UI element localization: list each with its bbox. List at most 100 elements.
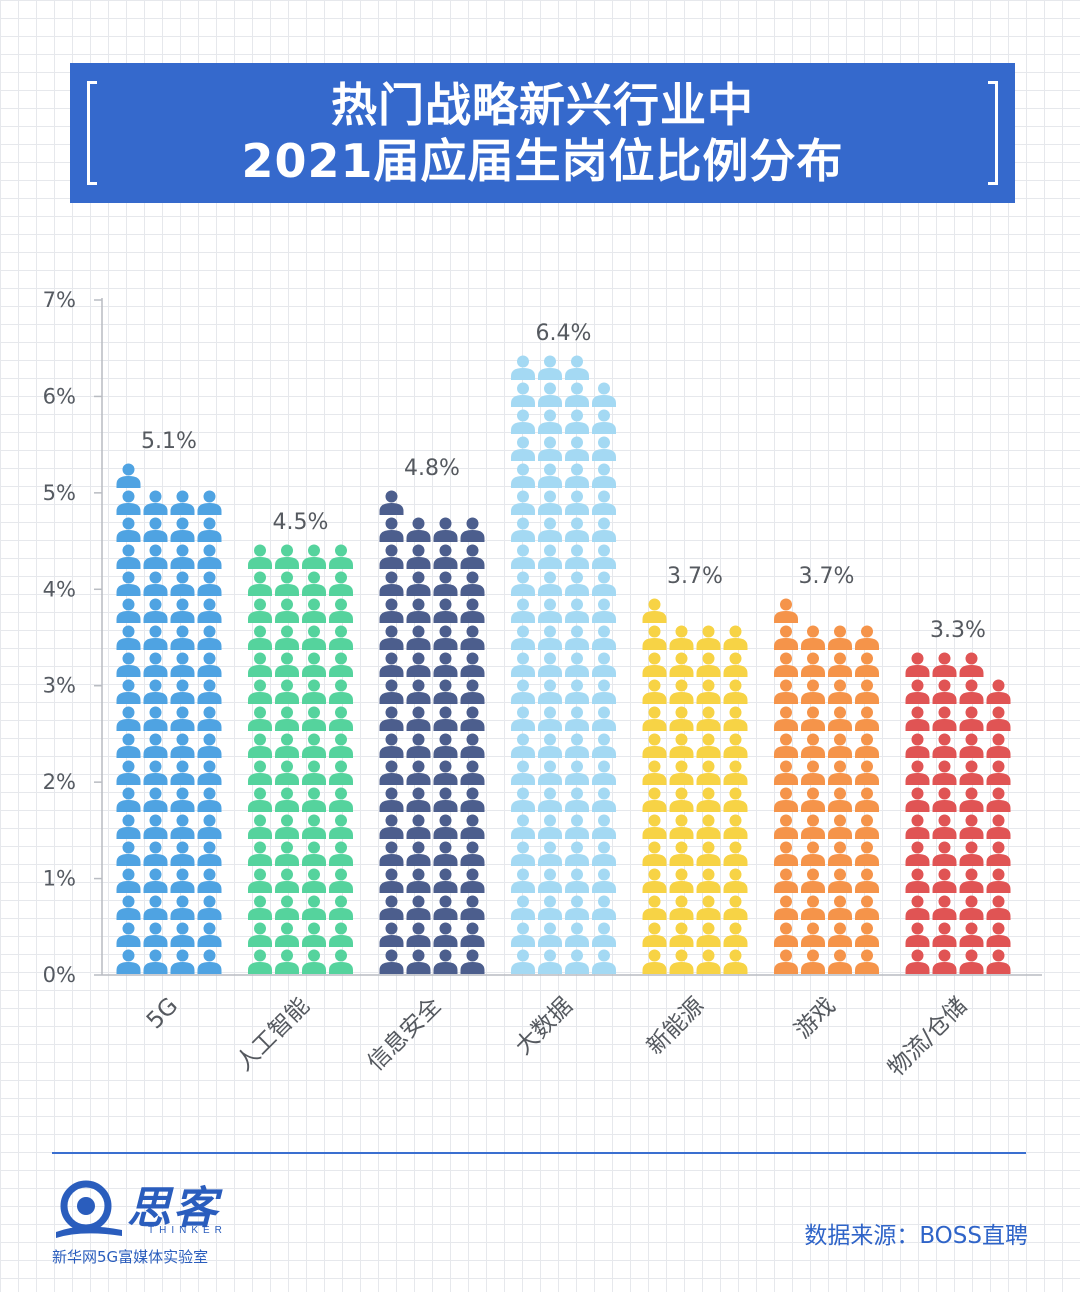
person-icon <box>170 571 195 596</box>
person-icon <box>460 949 485 974</box>
person-icon <box>855 841 879 866</box>
person-icon <box>379 625 404 650</box>
person-icon <box>143 922 168 947</box>
logo-subtitle: 新华网5G富媒体实验室 <box>52 1248 209 1266</box>
person-icon <box>143 733 168 758</box>
person-icon <box>592 409 616 434</box>
person-icon <box>855 760 879 785</box>
person-icon <box>197 868 222 893</box>
person-icon <box>275 679 299 704</box>
person-icon <box>932 760 957 785</box>
person-icon <box>959 868 984 893</box>
person-icon <box>538 598 562 623</box>
person-icon <box>197 625 222 650</box>
person-icon <box>329 652 353 677</box>
person-icon <box>170 517 195 542</box>
person-icon <box>143 652 168 677</box>
person-icon <box>905 652 930 677</box>
bar-人工智能 <box>248 544 353 974</box>
person-icon <box>592 868 616 893</box>
person-icon <box>460 706 485 731</box>
person-icon <box>248 787 272 812</box>
person-icon <box>379 922 404 947</box>
person-icon <box>986 679 1011 704</box>
person-icon <box>329 706 353 731</box>
category-label: 5G <box>142 993 183 1034</box>
person-icon <box>669 922 694 947</box>
person-icon <box>329 733 353 758</box>
person-icon <box>406 949 431 974</box>
person-icon <box>565 949 589 974</box>
person-icon <box>329 895 353 920</box>
person-icon <box>801 949 825 974</box>
person-icon <box>116 841 141 866</box>
person-icon <box>170 949 195 974</box>
person-icon <box>828 814 852 839</box>
person-icon <box>828 706 852 731</box>
person-icon <box>801 895 825 920</box>
person-icon <box>433 868 458 893</box>
person-icon <box>197 841 222 866</box>
person-icon <box>511 409 535 434</box>
person-icon <box>406 706 431 731</box>
person-icon <box>905 787 930 812</box>
person-icon <box>197 949 222 974</box>
person-icon <box>379 841 404 866</box>
person-icon <box>828 787 852 812</box>
person-icon <box>170 922 195 947</box>
bar-新能源 <box>642 598 748 974</box>
person-icon <box>642 949 667 974</box>
person-icon <box>379 733 404 758</box>
person-icon <box>511 787 535 812</box>
bar-游戏 <box>774 598 879 974</box>
person-icon <box>302 868 326 893</box>
person-icon <box>669 949 694 974</box>
person-icon <box>197 571 222 596</box>
person-icon <box>170 787 195 812</box>
person-icon <box>592 679 616 704</box>
person-icon <box>538 841 562 866</box>
person-icon <box>723 625 748 650</box>
person-icon <box>696 949 721 974</box>
person-icon <box>329 544 353 569</box>
person-icon <box>828 733 852 758</box>
person-icon <box>696 922 721 947</box>
person-icon <box>669 625 694 650</box>
person-icon <box>379 679 404 704</box>
person-icon <box>379 706 404 731</box>
person-icon <box>642 760 667 785</box>
person-icon <box>197 490 222 515</box>
person-icon <box>460 922 485 947</box>
person-icon <box>592 760 616 785</box>
person-icon <box>433 787 458 812</box>
person-icon <box>379 868 404 893</box>
person-icon <box>538 733 562 758</box>
person-icon <box>143 598 168 623</box>
person-icon <box>170 733 195 758</box>
person-icon <box>592 382 616 407</box>
bar-物流/仓储 <box>905 652 1011 974</box>
person-icon <box>511 949 535 974</box>
person-icon <box>197 679 222 704</box>
person-icon <box>116 814 141 839</box>
category-label: 物流/仓储 <box>883 993 972 1082</box>
person-icon <box>406 787 431 812</box>
person-icon <box>460 679 485 704</box>
person-icon <box>433 544 458 569</box>
person-icon <box>248 625 272 650</box>
person-icon <box>275 787 299 812</box>
person-icon <box>511 625 535 650</box>
person-icon <box>302 895 326 920</box>
person-icon <box>143 679 168 704</box>
person-icon <box>905 922 930 947</box>
person-icon <box>565 868 589 893</box>
person-icon <box>406 625 431 650</box>
person-icon <box>696 868 721 893</box>
person-icon <box>905 814 930 839</box>
person-icon <box>116 922 141 947</box>
person-icon <box>855 814 879 839</box>
bar-信息安全 <box>379 490 485 974</box>
person-icon <box>379 814 404 839</box>
person-icon <box>329 868 353 893</box>
person-icon <box>329 787 353 812</box>
